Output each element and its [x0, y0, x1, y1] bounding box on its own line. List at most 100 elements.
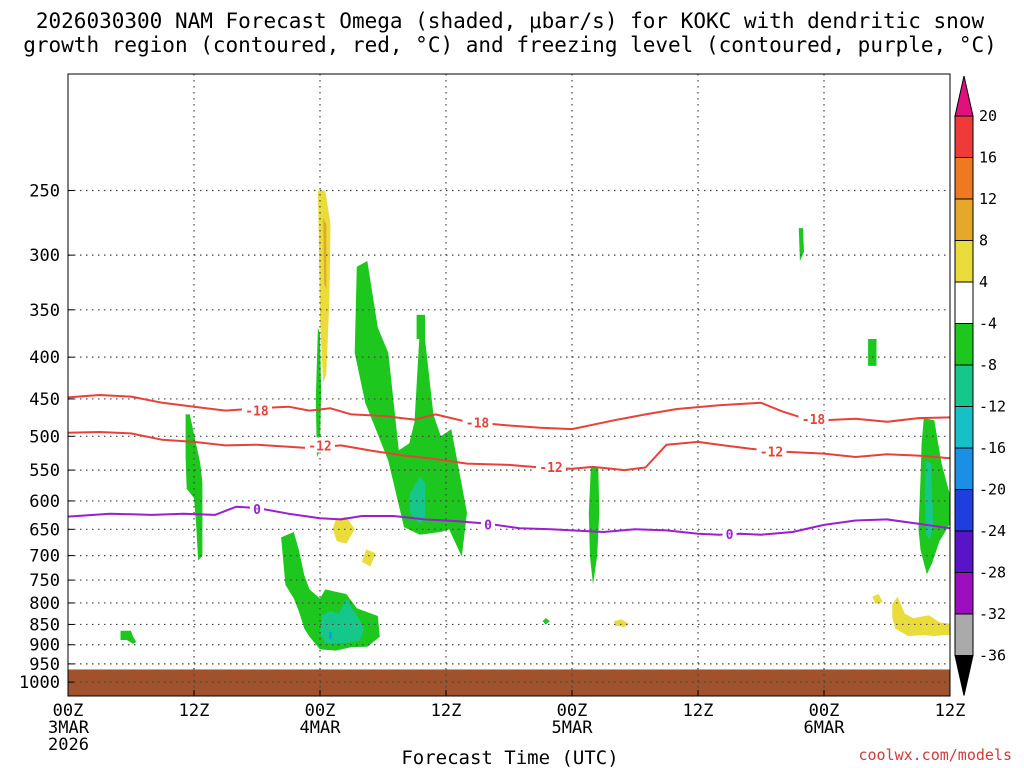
colorbar-tick-12: 12	[979, 190, 997, 208]
chart-title-line-1: 2026030300 NAM Forecast Omega (shaded, μ…	[36, 9, 985, 33]
y-tick-label-800: 800	[29, 594, 60, 614]
colorbar-band--4_to_4	[954, 281, 974, 324]
y-tick-label-600: 600	[29, 492, 60, 512]
contour-label-bg-0-0	[250, 501, 264, 517]
contour-label-bg-0-2	[722, 526, 737, 542]
y-tick-label-950: 950	[29, 655, 60, 675]
omega-yellow-77z	[872, 594, 883, 604]
colorbar-tick--8: -8	[979, 356, 997, 374]
colorbar-band--12_to_-8	[954, 364, 974, 407]
colorbar-tick--24: -24	[979, 522, 1006, 540]
y-tick-label-850: 850	[29, 615, 60, 635]
y-tick-label-700: 700	[29, 547, 60, 567]
omega-yellow-52z	[614, 619, 629, 627]
contour-line--12	[67, 431, 951, 472]
colorbar-tick--16: -16	[979, 439, 1006, 457]
colorbar-tick--32: -32	[979, 605, 1006, 623]
omega-green-24z-upper	[315, 327, 322, 457]
omega-green-main-27z	[354, 261, 467, 557]
colorbar-band-4_to_8	[954, 240, 974, 283]
colorbar-tick--36: -36	[979, 647, 1006, 665]
omega-green-76z	[868, 339, 877, 366]
omega-green-33z-upper	[416, 314, 425, 339]
colorbar-tick-20: 20	[979, 107, 997, 125]
contour-label-bg--12-2	[756, 443, 787, 459]
colorbar-band--36_to_-32	[954, 613, 974, 656]
omega-blue-low-25z	[329, 631, 332, 640]
y-tick-label-250: 250	[29, 181, 60, 201]
colorbar-band--16_to_-12	[954, 406, 974, 449]
y-tick-label-350: 350	[29, 301, 60, 321]
colorbar-tick--28: -28	[979, 564, 1006, 582]
colorbar-band-below-36	[954, 655, 974, 696]
contour-label-bg--18-2	[798, 410, 829, 426]
contour-label--12-0: -12	[308, 439, 331, 454]
x-tick-label-0h-line2: 3MAR	[48, 718, 90, 738]
omega-teal-82z	[924, 460, 934, 539]
y-tick-label-1000: 1000	[19, 673, 60, 693]
x-tick-label-60h-line1: 12Z	[683, 701, 714, 721]
contour-label-bg--18-0	[242, 402, 272, 418]
contour-line-0	[67, 505, 951, 536]
pressure-axis: 2503003504004505005506006507007508008509…	[19, 181, 74, 693]
colorbar-band-above-20	[954, 75, 974, 117]
y-tick-label-400: 400	[29, 348, 60, 368]
omega-green-69z	[798, 228, 804, 261]
colorbar-tick-8: 8	[979, 232, 988, 250]
contour-label-bg-0-1	[481, 516, 495, 532]
chart-title-line-2: growth region (contoured, red, °C) and f…	[23, 33, 997, 57]
x-tick-label-24h-line2: 4MAR	[300, 718, 342, 738]
x-tick-label-36h-line1: 12Z	[431, 701, 462, 721]
contour-label--12-1: -12	[539, 461, 562, 476]
omega-green-11z	[185, 414, 203, 561]
colorbar-tick-16: 16	[979, 149, 997, 167]
contour-label--18-0: -18	[245, 405, 269, 420]
x-tick-label-48h-line1: 00Z	[557, 701, 588, 721]
omega-green-46z	[542, 618, 550, 625]
y-tick-label-650: 650	[29, 520, 60, 540]
contour-label-bg--18-1	[462, 414, 493, 430]
x-tick-label-12h-line1: 12Z	[179, 701, 210, 721]
contour-label-0-1: 0	[484, 518, 492, 533]
plot-background	[68, 74, 950, 696]
omega-yellow-mid-28z	[362, 549, 376, 567]
omega-yellow-mid-26z	[332, 516, 355, 544]
contour-label-bg--12-0	[305, 437, 335, 453]
x-tick-label-48h-line2: 5MAR	[552, 718, 594, 738]
contour-label--18-2: -18	[802, 413, 826, 428]
x-tick-label-72h-line2: 6MAR	[804, 718, 846, 738]
x-tick-label-0h-line1: 00Z	[53, 701, 84, 721]
omega-light-yellow-24z-upper	[317, 190, 331, 383]
colorbar-band-12_to_16	[954, 157, 974, 200]
x-tick-label-84h-line1: 12Z	[935, 701, 966, 721]
colorbar-tick--4: -4	[979, 315, 997, 333]
contour-label--18-1: -18	[466, 417, 490, 432]
plot-area: -18 -18 -18 -12 -12 -12 0 0 0	[67, 73, 951, 697]
y-tick-label-900: 900	[29, 636, 60, 656]
contour-lines: -18 -18 -18 -12 -12 -12 0 0 0	[67, 394, 951, 543]
colorbar-band--32_to_-28	[954, 572, 974, 615]
contour-label--12-2: -12	[760, 446, 783, 461]
plot-frame	[67, 73, 951, 697]
colorbar-band--28_to_-24	[954, 530, 974, 573]
omega-orange-24z-upper	[323, 217, 327, 289]
omega-teal-32z	[409, 476, 425, 524]
colorbar-band--20_to_-16	[954, 447, 974, 490]
x-tick-label-24h-line1: 00Z	[305, 701, 336, 721]
colorbar-band-16_to_20	[954, 115, 974, 158]
y-tick-label-750: 750	[29, 571, 60, 591]
x-tick-label-0h-line3: 2026	[48, 735, 89, 755]
colorbar-tick-4: 4	[979, 273, 988, 291]
y-tick-label-500: 500	[29, 427, 60, 447]
colorbar-tick--20: -20	[979, 481, 1006, 499]
ground-fill	[68, 669, 950, 696]
y-tick-label-300: 300	[29, 246, 60, 266]
omega-yellow-79z	[892, 596, 950, 636]
omega-colorbar: 20 16 12 8 4 -4 -8 -12 -16 -20 -24 -28 -32 -36	[954, 75, 1006, 696]
contour-label-0-2: 0	[726, 528, 734, 543]
contour-label-bg--12-1	[536, 458, 566, 474]
x-axis-label: Forecast Time (UTC)	[401, 747, 618, 768]
y-tick-label-550: 550	[29, 461, 60, 481]
